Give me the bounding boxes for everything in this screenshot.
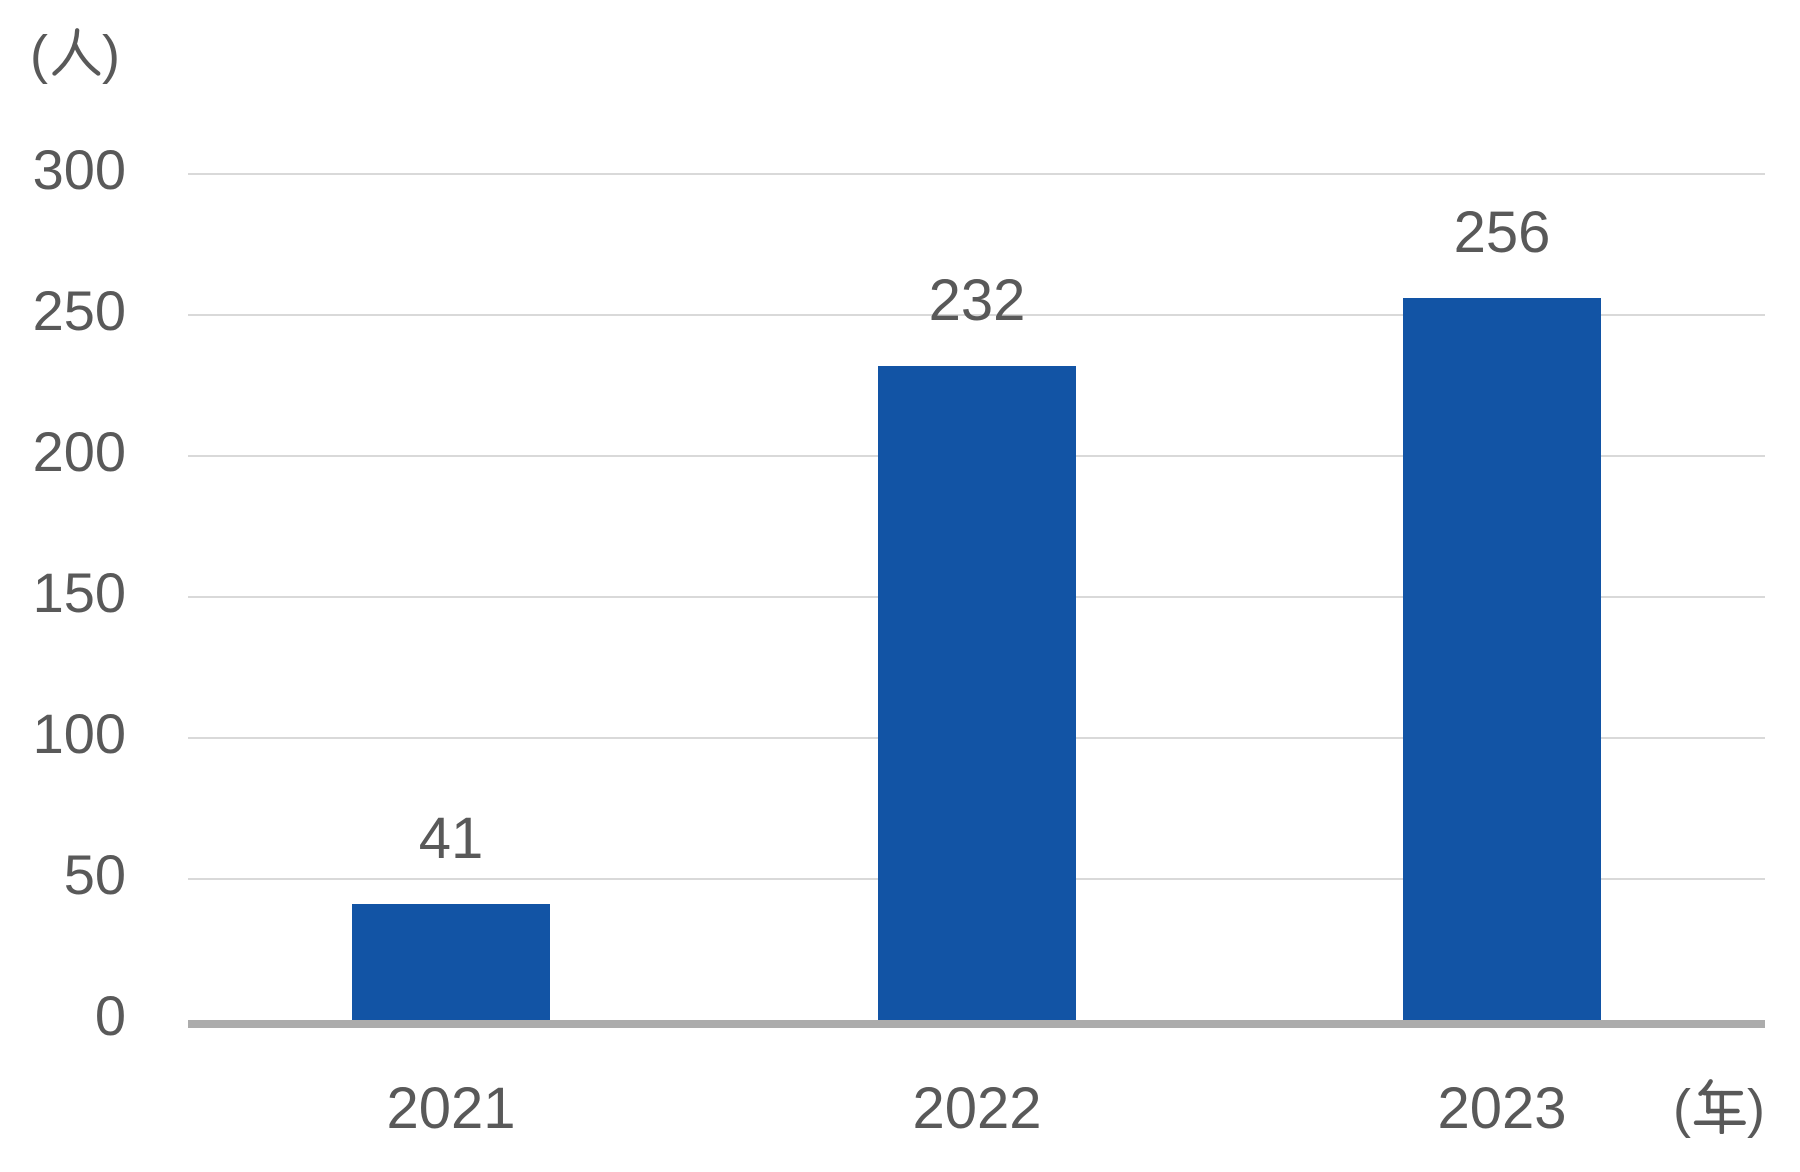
data-label-2022: 232 [928, 268, 1026, 333]
y-tick-label-250: 250 [32, 279, 126, 342]
y-unit-open-paren: ( [30, 25, 48, 85]
x-category-label-2023: 2023 [1437, 1076, 1567, 1141]
data-label-2021: 41 [418, 806, 484, 871]
bar-2021 [352, 904, 550, 1020]
x-category-label-2021: 2021 [386, 1076, 516, 1141]
y-tick-label-150: 150 [32, 561, 126, 624]
bar-2022 [878, 366, 1076, 1020]
y-tick-label-0: 0 [94, 984, 126, 1047]
y-tick-label-300: 300 [32, 138, 126, 201]
data-label-2023: 256 [1453, 200, 1551, 265]
x-unit-close-paren: ) [1747, 1079, 1765, 1139]
x-unit-open-paren: ( [1673, 1079, 1692, 1139]
kanji-toshi-icon [1693, 1079, 1746, 1135]
x-axis-unit-label: ( ) [1365, 1073, 1765, 1145]
y-tick-label-100: 100 [32, 702, 126, 765]
gridline-250 [188, 314, 1765, 316]
y-axis-unit-label: ( ) [30, 20, 120, 90]
x-axis-line [188, 1020, 1765, 1028]
x-category-label-2022: 2022 [912, 1076, 1042, 1141]
gridline-300 [188, 173, 1765, 175]
y-tick-label-50: 50 [63, 843, 126, 906]
kanji-hito-icon [52, 28, 101, 76]
y-unit-close-paren: ) [101, 25, 120, 85]
bar-2023 [1403, 298, 1601, 1020]
y-tick-label-200: 200 [32, 420, 126, 483]
